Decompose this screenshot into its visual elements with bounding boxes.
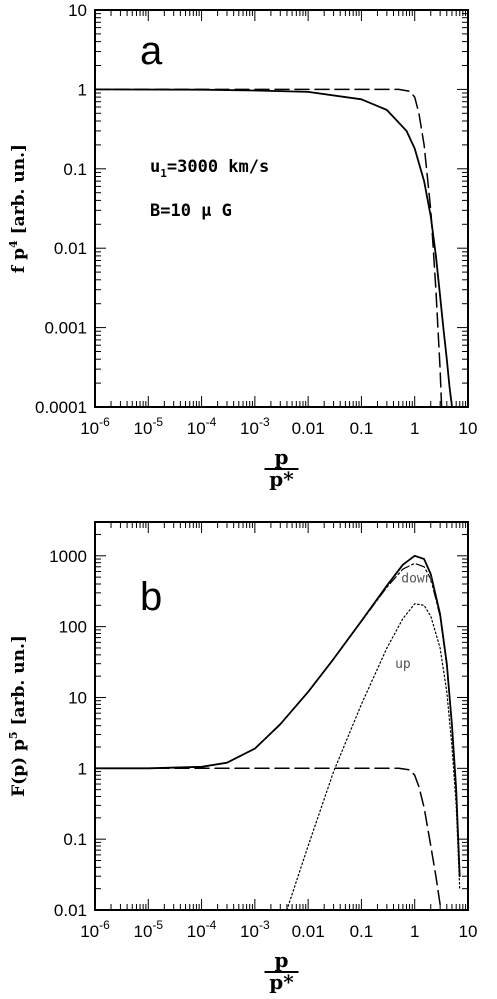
x-tick-exponent: -4 bbox=[206, 918, 217, 932]
curve-label-down: down bbox=[401, 571, 432, 586]
series-group bbox=[95, 554, 461, 910]
series-solid-line bbox=[95, 88, 453, 407]
panel-label: b bbox=[140, 575, 162, 619]
annotation-velocity-sub: 1 bbox=[160, 167, 167, 180]
x-axis-label-numerator: p bbox=[275, 445, 289, 469]
x-tick-exponent: -4 bbox=[206, 415, 217, 429]
x-tick-exponent: -5 bbox=[152, 918, 163, 932]
y-tick-label: 0.1 bbox=[63, 830, 87, 849]
y-tick-label: 100 bbox=[59, 618, 87, 637]
x-tick-label: 10 bbox=[459, 419, 478, 438]
x-tick-mantissa: 10 bbox=[459, 419, 478, 438]
x-tick-label: 10-4 bbox=[187, 415, 217, 438]
panel-a: 10-6 10-5 10-4 10-3 0.01 0.1 1 100.00010.0010.0… bbox=[7, 1, 477, 491]
x-tick-mantissa: 10 bbox=[187, 922, 206, 941]
panel-b: 10-6 10-5 10-4 10-3 0.01 0.1 1 100.010.11101001… bbox=[7, 521, 478, 994]
panel-label: a bbox=[140, 29, 163, 73]
series-dashed-line bbox=[95, 88, 443, 407]
x-axis-label-denominator: p* bbox=[269, 467, 294, 491]
x-tick-label: 0.1 bbox=[350, 922, 374, 941]
x-tick-label: 1 bbox=[410, 419, 419, 438]
y-tick-label: 0.01 bbox=[54, 901, 87, 920]
annotation-velocity-symbol: u bbox=[150, 157, 160, 177]
y-axis-label-unit: [arb. un.] bbox=[9, 635, 29, 731]
y-tick-label: 1000 bbox=[49, 547, 87, 566]
x-tick-label: 10-6 bbox=[80, 415, 110, 438]
x-tick-mantissa: 1 bbox=[410, 922, 419, 941]
y-axis-label-unit: [arb. un.] bbox=[9, 144, 29, 240]
y-axis-label: F(p) p5 [arb. un.] bbox=[7, 635, 29, 797]
x-tick-label: 10-5 bbox=[133, 918, 163, 941]
x-tick-mantissa: 0.1 bbox=[350, 922, 374, 941]
y-tick-label: 10 bbox=[68, 1, 87, 20]
x-tick-exponent: -6 bbox=[99, 415, 110, 429]
y-axis-label: f p4 [arb. un.] bbox=[7, 144, 29, 273]
x-tick-label: 10 bbox=[459, 922, 478, 941]
x-axis-label-numerator: p bbox=[275, 948, 289, 972]
x-tick-mantissa: 10 bbox=[133, 922, 152, 941]
y-tick-label: 1 bbox=[78, 759, 87, 778]
x-tick-mantissa: 0.01 bbox=[292, 419, 325, 438]
x-axis-label-denominator: p* bbox=[269, 970, 294, 994]
y-tick-label: 0.01 bbox=[54, 239, 87, 258]
annotation-field: B=10 μ G bbox=[150, 201, 232, 221]
x-tick-mantissa: 10 bbox=[80, 419, 99, 438]
plot-frame bbox=[94, 521, 469, 911]
x-tick-mantissa: 10 bbox=[240, 922, 259, 941]
y-tick-label: 0.001 bbox=[44, 319, 87, 338]
x-tick-mantissa: 1 bbox=[410, 419, 419, 438]
x-tick-exponent: -6 bbox=[99, 918, 110, 932]
series-group bbox=[95, 88, 453, 407]
x-tick-exponent: -5 bbox=[152, 415, 163, 429]
y-axis-label-sup: 4 bbox=[7, 240, 20, 248]
annotation-velocity: u1=3000 km/s bbox=[150, 157, 269, 180]
y-tick-label: 0.1 bbox=[63, 160, 87, 179]
y-tick-label: 0.0001 bbox=[35, 398, 87, 417]
plot-frame bbox=[94, 9, 469, 408]
y-axis-label-sup: 5 bbox=[7, 731, 20, 739]
x-tick-mantissa: 0.01 bbox=[292, 922, 325, 941]
curve-label-up: up bbox=[395, 657, 411, 672]
series-dashed-line bbox=[95, 767, 443, 910]
x-tick-label: 0.01 bbox=[292, 419, 325, 438]
x-tick-label: 10-5 bbox=[133, 415, 163, 438]
x-tick-mantissa: 10 bbox=[240, 419, 259, 438]
x-tick-label: 1 bbox=[410, 922, 419, 941]
x-tick-exponent: -3 bbox=[259, 415, 270, 429]
x-tick-label: 0.01 bbox=[292, 922, 325, 941]
x-tick-mantissa: 10 bbox=[133, 419, 152, 438]
y-tick-label: 10 bbox=[68, 688, 87, 707]
x-tick-label: 10-3 bbox=[240, 918, 270, 941]
x-tick-mantissa: 10 bbox=[187, 419, 206, 438]
x-tick-label: 0.1 bbox=[350, 419, 374, 438]
x-tick-label: 10-6 bbox=[80, 918, 110, 941]
x-tick-mantissa: 10 bbox=[459, 922, 478, 941]
y-tick-label: 1 bbox=[78, 80, 87, 99]
x-tick-mantissa: 10 bbox=[80, 922, 99, 941]
y-axis-label-main: F(p) p bbox=[9, 739, 29, 797]
x-tick-label: 10-4 bbox=[187, 918, 217, 941]
series-dashdot-line bbox=[307, 562, 461, 877]
x-tick-exponent: -3 bbox=[259, 918, 270, 932]
series-dotted-line bbox=[286, 603, 461, 910]
x-tick-mantissa: 0.1 bbox=[350, 419, 374, 438]
annotation-velocity-value: =3000 km/s bbox=[167, 157, 269, 177]
x-tick-label: 10-3 bbox=[240, 415, 270, 438]
y-axis-label-main: f p bbox=[9, 248, 29, 273]
